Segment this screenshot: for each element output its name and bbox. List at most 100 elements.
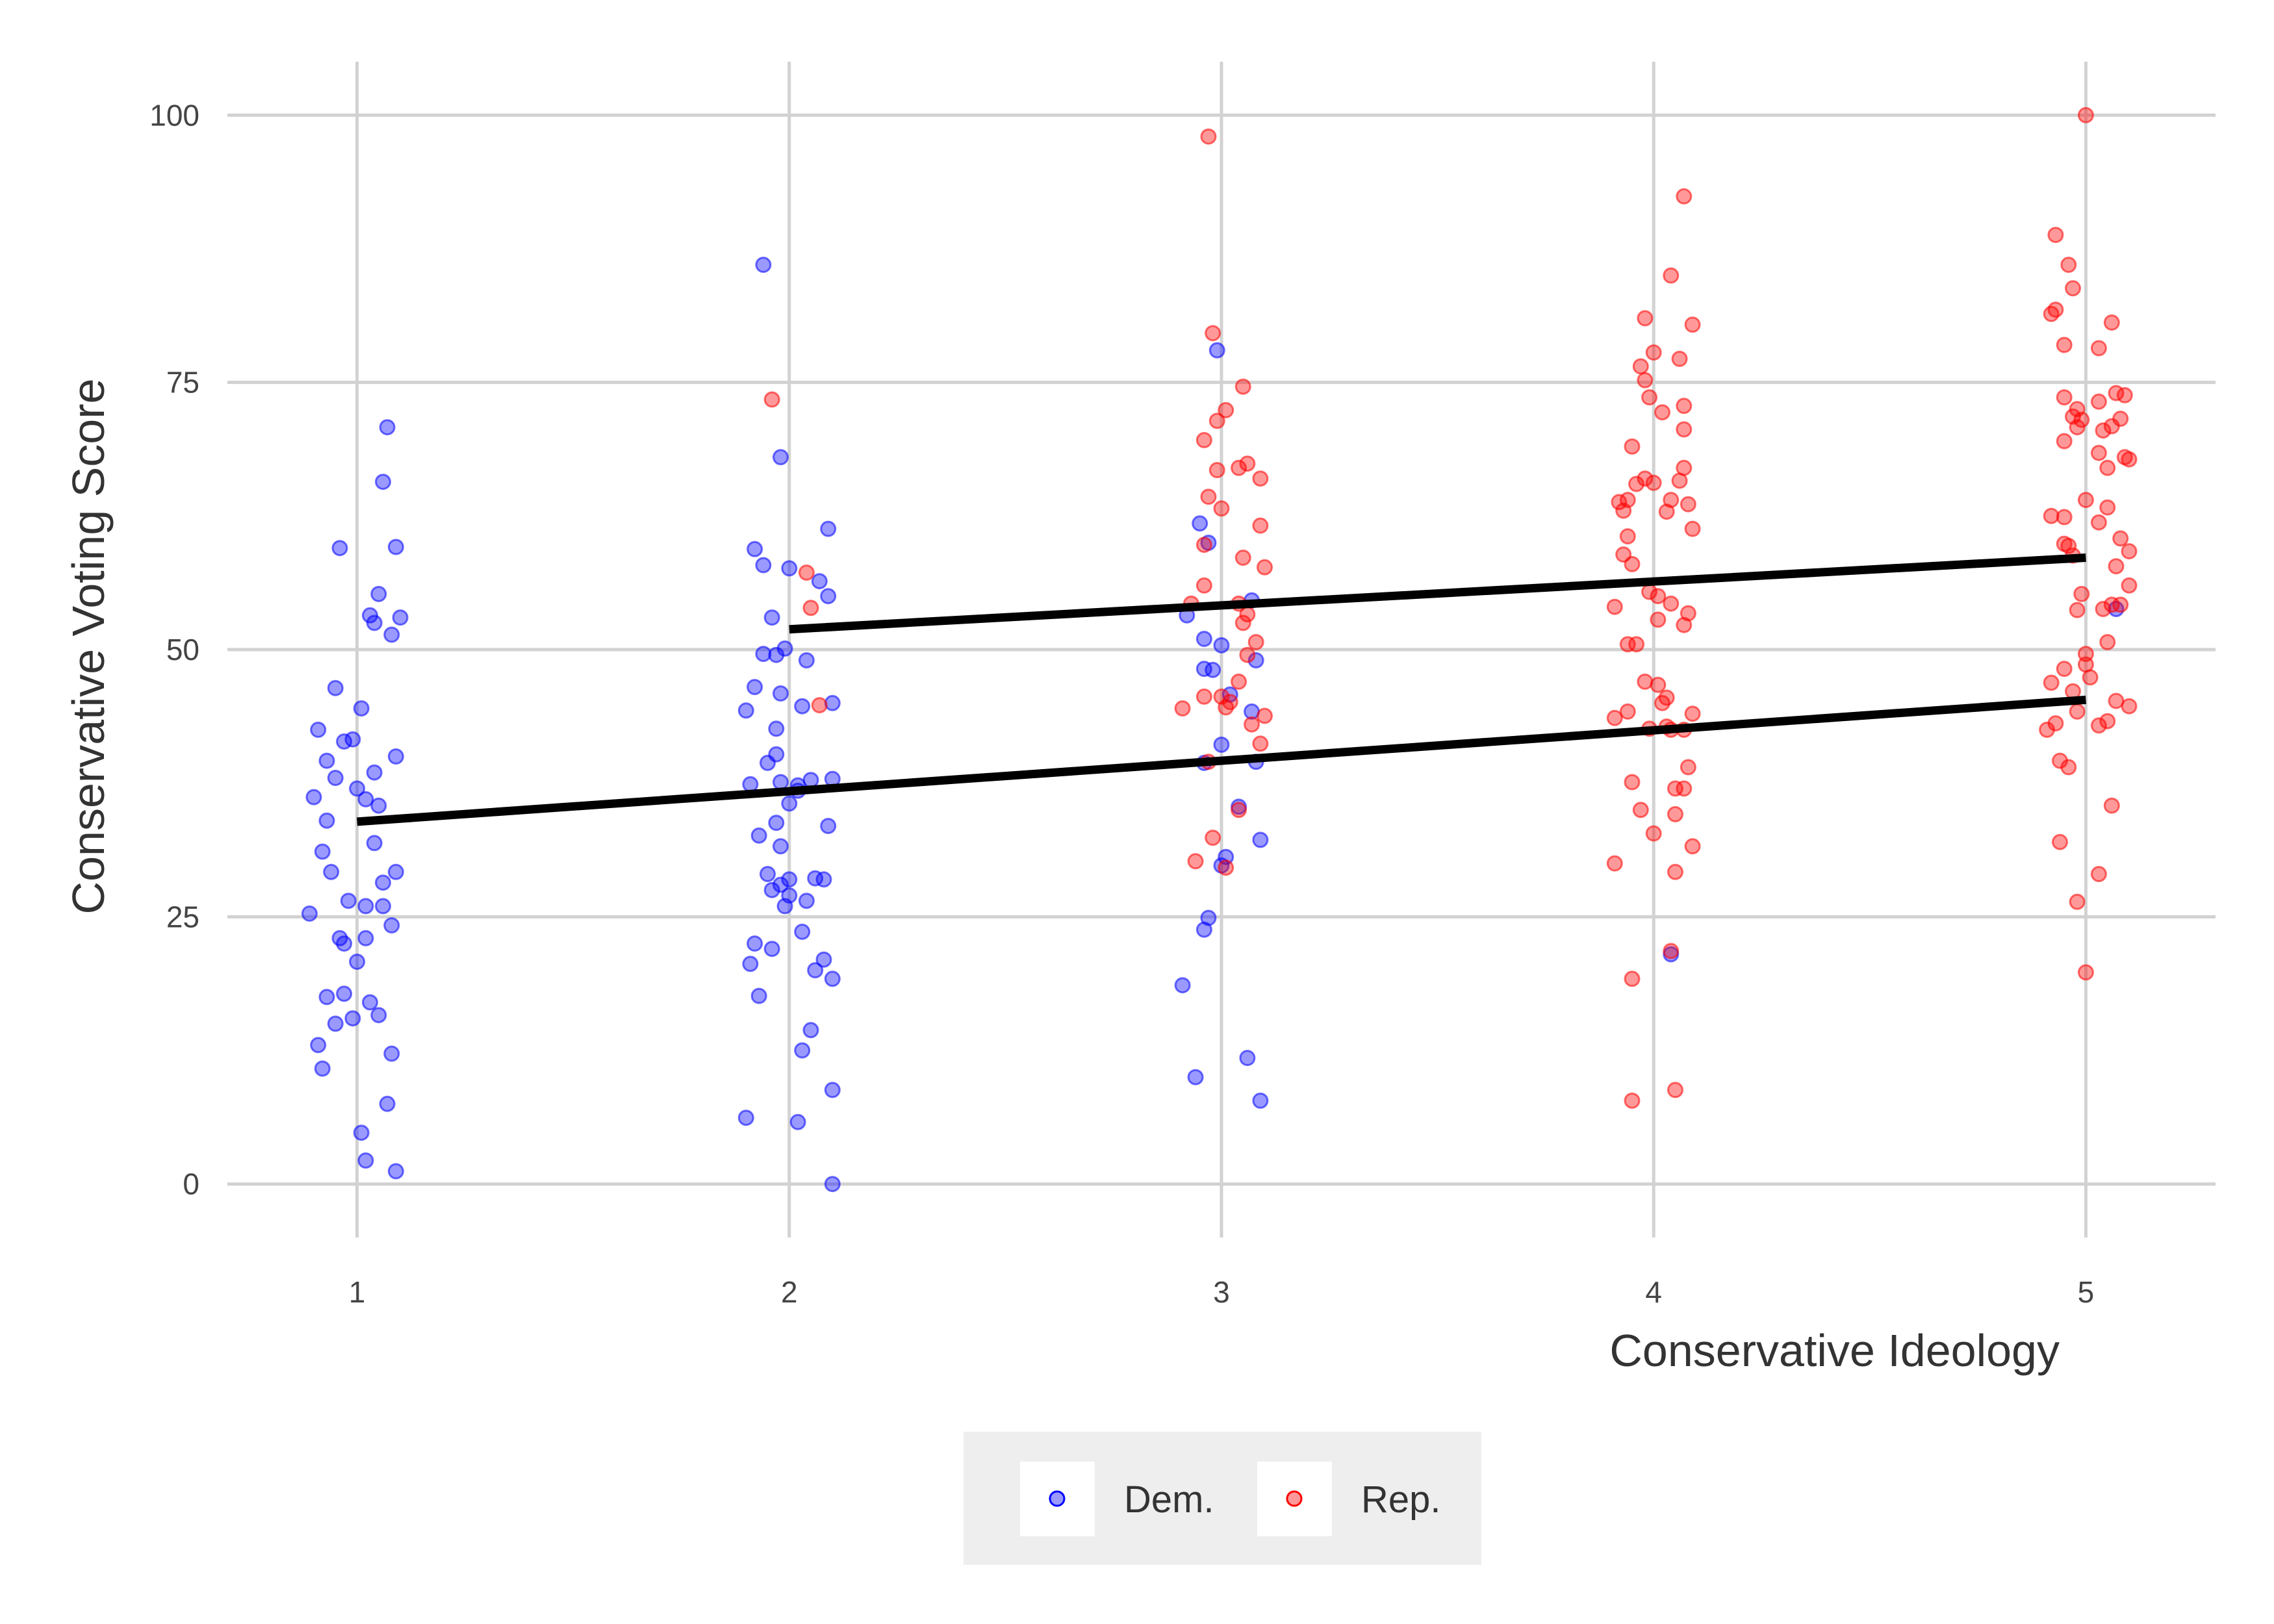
point-dem-59 xyxy=(755,646,772,663)
point-rep-109 xyxy=(2103,314,2120,331)
point-dem-52 xyxy=(820,520,837,537)
x-tick-label-3: 3 xyxy=(1213,1275,1230,1309)
point-dem-63 xyxy=(747,679,763,696)
point-dem-16 xyxy=(314,843,331,860)
point-rep-20 xyxy=(1195,577,1212,594)
point-rep-148 xyxy=(2056,661,2073,678)
point-rep-121 xyxy=(2069,419,2086,436)
point-rep-131 xyxy=(2056,509,2073,526)
fit-line-rep xyxy=(789,553,2086,634)
point-dem-4 xyxy=(344,731,361,748)
point-dem-89 xyxy=(824,971,841,987)
grid-lines xyxy=(227,62,2216,1237)
point-rep-161 xyxy=(2090,866,2107,882)
point-rep-12 xyxy=(1239,455,1256,472)
point-rep-13 xyxy=(1252,470,1269,487)
point-rep-71 xyxy=(1663,595,1680,612)
point-rep-70 xyxy=(1650,588,1667,605)
legend: Dem. Rep. xyxy=(964,1432,1481,1565)
point-dem-34 xyxy=(379,1095,396,1112)
point-dem-125 xyxy=(1195,921,1212,938)
point-rep-163 xyxy=(2103,797,2120,814)
point-dem-30 xyxy=(344,1010,361,1027)
point-rep-68 xyxy=(1624,555,1641,572)
point-rep-110 xyxy=(2090,340,2107,357)
point-dem-31 xyxy=(353,1124,370,1141)
y-tick-label-25: 25 xyxy=(166,900,199,933)
point-dem-23 xyxy=(375,874,391,891)
point-rep-137 xyxy=(2108,558,2125,575)
point-rep-125 xyxy=(2090,444,2107,461)
point-rep-90 xyxy=(1624,774,1641,791)
point-dem-79 xyxy=(773,838,789,855)
point-dem-70 xyxy=(742,776,759,793)
y-tick-label-75: 75 xyxy=(166,366,199,400)
point-dem-22 xyxy=(366,835,383,852)
point-dem-93 xyxy=(824,1082,841,1098)
point-rep-66 xyxy=(1619,528,1636,545)
point-dem-33 xyxy=(370,1007,387,1024)
point-rep-122 xyxy=(2112,411,2129,427)
point-rep-27 xyxy=(1231,673,1247,690)
point-rep-53 xyxy=(1624,438,1641,455)
point-rep-142 xyxy=(2069,602,2086,618)
point-rep-120 xyxy=(2095,422,2112,439)
x-tick-label-4: 4 xyxy=(1645,1275,1662,1309)
point-rep-97 xyxy=(1606,855,1623,872)
point-dem-75 xyxy=(768,815,785,831)
point-rep-57 xyxy=(1628,476,1645,492)
point-dem-103 xyxy=(763,882,780,898)
point-dem-54 xyxy=(755,557,772,574)
legend-label-rep: Rep. xyxy=(1361,1478,1441,1521)
x-tick-label-1: 1 xyxy=(349,1275,366,1309)
point-rep-24 xyxy=(1234,615,1251,631)
point-rep-54 xyxy=(1637,470,1654,487)
point-rep-58 xyxy=(1645,474,1662,491)
point-dem-0 xyxy=(310,721,327,738)
point-dem-65 xyxy=(773,685,789,702)
point-rep-40 xyxy=(1218,859,1234,876)
point-rep-101 xyxy=(1624,1092,1641,1109)
point-dem-77 xyxy=(820,818,837,834)
point-dem-92 xyxy=(794,1042,811,1059)
point-rep-99 xyxy=(1663,943,1680,959)
point-dem-53 xyxy=(747,540,763,557)
point-rep-43 xyxy=(1637,310,1654,327)
tick-labels: 0 25 50 75 100 1 2 3 4 5 xyxy=(149,98,2094,1309)
point-dem-56 xyxy=(811,573,828,590)
point-dem-127 xyxy=(1187,1069,1204,1085)
point-dem-35 xyxy=(387,863,404,880)
point-dem-78 xyxy=(750,827,767,844)
point-dem-129 xyxy=(1252,1092,1269,1109)
point-rep-47 xyxy=(1645,344,1662,361)
point-dem-121 xyxy=(1252,831,1269,848)
point-dem-25 xyxy=(301,905,318,922)
point-rep-128 xyxy=(2077,492,2094,509)
point-rep-72 xyxy=(1606,598,1623,615)
point-rep-62 xyxy=(1680,496,1696,513)
series-dem xyxy=(301,257,2125,1193)
point-rep-93 xyxy=(1632,802,1649,818)
point-dem-71 xyxy=(773,774,789,791)
point-rep-46 xyxy=(1671,350,1688,367)
legend-marker-dem xyxy=(1049,1490,1066,1507)
point-rep-116 xyxy=(2090,393,2107,410)
point-dem-101 xyxy=(807,962,824,979)
point-rep-0 xyxy=(763,391,780,408)
point-dem-99 xyxy=(798,893,815,909)
point-dem-21 xyxy=(357,898,374,915)
point-rep-25 xyxy=(1247,634,1264,650)
point-dem-5 xyxy=(353,700,370,717)
point-rep-7 xyxy=(1218,401,1234,418)
point-rep-108 xyxy=(2065,280,2081,297)
point-rep-124 xyxy=(2056,433,2073,450)
point-dem-50 xyxy=(755,257,772,273)
point-dem-97 xyxy=(815,871,832,888)
point-dem-2 xyxy=(327,679,344,696)
point-dem-48 xyxy=(318,812,335,829)
point-rep-6 xyxy=(1234,378,1251,395)
point-rep-1 xyxy=(798,565,815,581)
point-rep-15 xyxy=(1213,500,1230,517)
point-dem-29 xyxy=(336,985,353,1002)
point-rep-37 xyxy=(1231,802,1247,818)
